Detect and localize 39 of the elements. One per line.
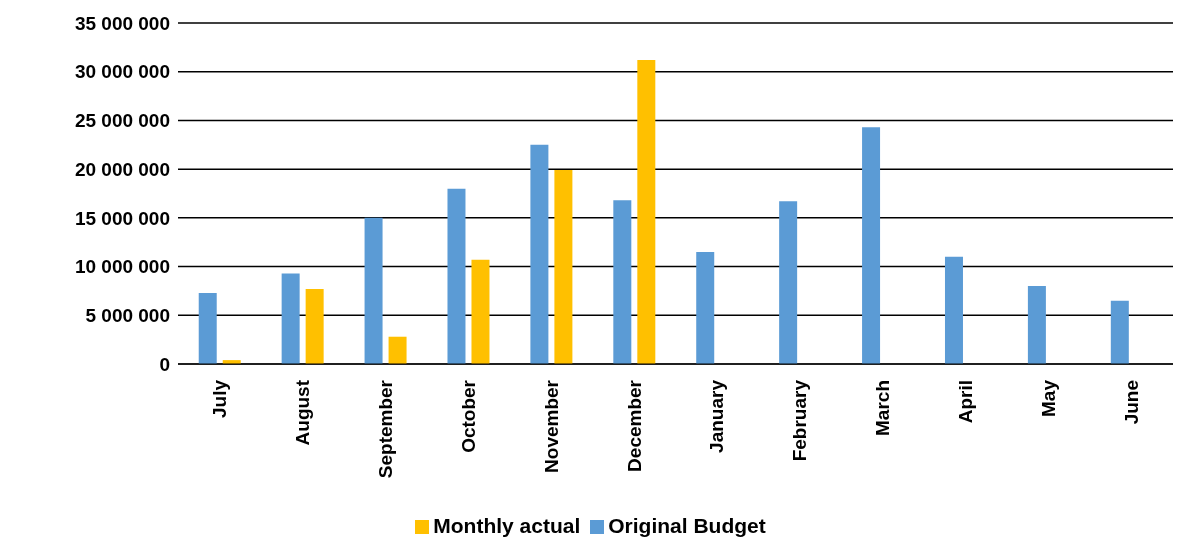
y-tick-label: 20 000 000: [74, 158, 170, 180]
x-tick-label: September: [374, 379, 396, 479]
bar: [364, 217, 383, 364]
x-tick-label: April: [955, 380, 977, 424]
bar: [779, 201, 798, 364]
x-tick-label: January: [706, 379, 728, 453]
x-tick-label: March: [872, 380, 894, 436]
x-tick-label: December: [623, 379, 645, 472]
y-tick-label: 25 000 000: [74, 110, 170, 132]
bar: [613, 200, 632, 364]
x-tick-label: August: [291, 379, 313, 446]
bar: [1027, 286, 1046, 364]
y-tick-label: 35 000 000: [74, 12, 170, 34]
y-tick-label: 5 000 000: [85, 305, 170, 327]
x-tick-label: October: [457, 379, 479, 453]
bar: [471, 259, 490, 364]
bar: [281, 273, 300, 364]
legend-label: Monthly actual: [433, 514, 581, 537]
x-tick-label: July: [208, 379, 230, 419]
bar: [637, 60, 656, 364]
bar: [696, 251, 715, 364]
x-tick-label: February: [789, 379, 811, 462]
bar: [862, 127, 881, 364]
bar: [388, 336, 407, 364]
y-tick-label: 30 000 000: [74, 61, 170, 83]
x-tick-label: June: [1121, 380, 1143, 425]
bar: [530, 144, 549, 364]
bar: [447, 188, 466, 364]
bar: [554, 170, 573, 364]
legend-label: Original Budget: [608, 514, 766, 537]
x-tick-label: May: [1038, 379, 1060, 417]
bar: [198, 292, 217, 364]
y-tick-label: 10 000 000: [74, 256, 170, 278]
y-tick-label: 0: [159, 353, 170, 375]
bar: [305, 288, 324, 364]
bar: [1110, 300, 1129, 364]
y-tick-label: 15 000 000: [74, 207, 170, 229]
x-tick-label: November: [540, 379, 562, 473]
bar: [944, 256, 963, 364]
